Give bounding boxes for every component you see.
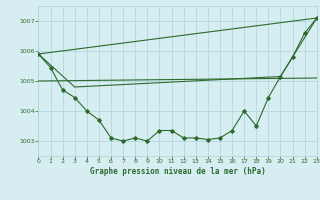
X-axis label: Graphe pression niveau de la mer (hPa): Graphe pression niveau de la mer (hPa) [90, 167, 266, 176]
